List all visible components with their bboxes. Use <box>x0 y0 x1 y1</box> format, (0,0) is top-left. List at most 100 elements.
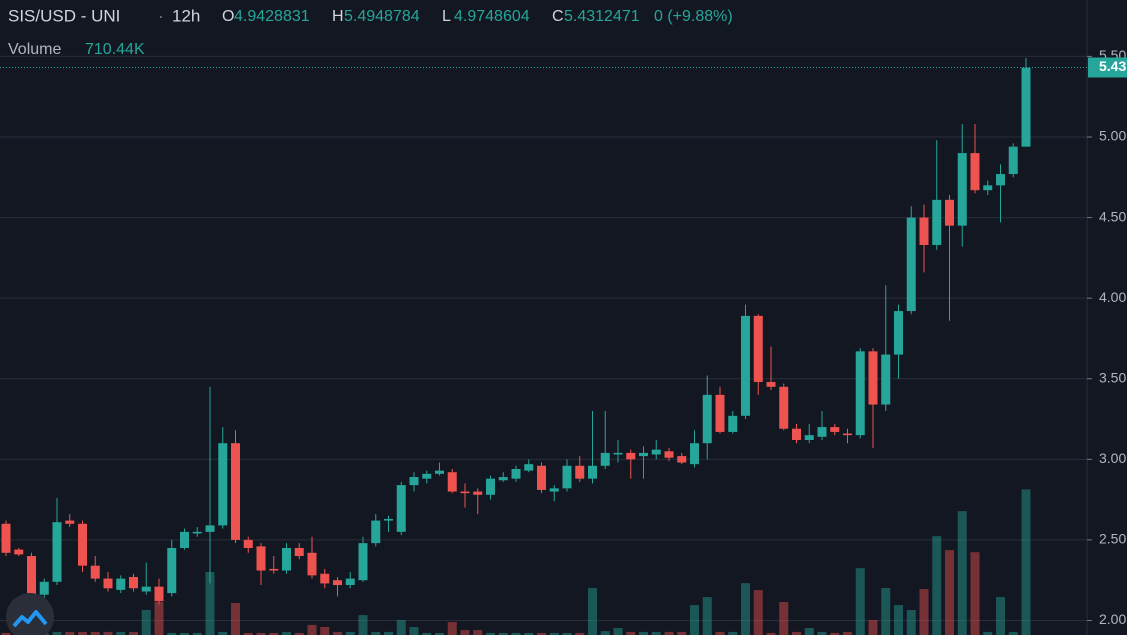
candle-body <box>1021 67 1031 147</box>
volume-bar <box>804 628 814 635</box>
candle-body <box>218 443 228 526</box>
candle-body <box>639 452 648 457</box>
volume-bar <box>1021 489 1031 635</box>
volume-bar <box>996 597 1005 635</box>
candle-body <box>154 586 164 602</box>
candle-body <box>741 315 750 416</box>
ohlc-key: H <box>332 8 344 25</box>
volume-bar <box>728 631 738 635</box>
candle-body <box>983 185 993 191</box>
candle-body <box>486 478 495 495</box>
volume-bar <box>639 631 648 635</box>
last-price-label: 5.4312471 <box>1099 58 1127 74</box>
candle-body <box>919 217 929 245</box>
volume-bar <box>919 589 929 635</box>
volume-bar <box>932 536 942 635</box>
candle-body <box>473 491 483 495</box>
candle-body <box>906 217 916 312</box>
volume-bar <box>843 631 852 635</box>
logo[interactable] <box>6 593 54 635</box>
candle-body <box>817 427 827 437</box>
candle-body <box>78 523 87 566</box>
price-axis: 2.002.503.003.504.004.505.005.505.431247… <box>0 47 1127 627</box>
volume-bar <box>103 631 113 635</box>
volume-bar <box>970 552 980 635</box>
candle-body <box>129 576 138 589</box>
candle-body <box>562 465 572 489</box>
volume-bar <box>677 631 687 635</box>
candle-body <box>600 452 610 466</box>
candle-body <box>868 351 878 405</box>
volume-bar <box>498 632 508 635</box>
logo-icon[interactable] <box>12 610 48 628</box>
ohlc-key: L <box>442 8 451 25</box>
y-tick-label: 2.00 <box>1099 611 1126 627</box>
candle-body <box>792 428 801 440</box>
volume-bar <box>690 605 699 635</box>
candle-body <box>830 427 840 432</box>
volume-bar <box>486 632 495 635</box>
candle-body <box>996 174 1005 186</box>
volume-bar <box>817 631 827 635</box>
volume-bar <box>906 609 916 635</box>
volume-bar <box>460 630 470 635</box>
volume-bar <box>868 620 878 635</box>
candle-body <box>345 578 355 586</box>
candles <box>1 58 1031 605</box>
ohlc-key: O <box>222 8 234 25</box>
volume-bar <box>345 631 355 635</box>
volume-bar <box>792 631 801 635</box>
candle-body <box>588 465 597 479</box>
candle-body <box>549 488 559 492</box>
candle-body <box>460 491 470 494</box>
volume-bar <box>894 605 903 635</box>
volume-bar <box>90 631 100 635</box>
candle-body <box>715 394 725 432</box>
volume-bar <box>537 632 546 635</box>
volume-bar <box>141 609 151 635</box>
candle-body <box>371 520 381 544</box>
volume-value: 710.44K <box>85 41 145 58</box>
volume-label: Volume <box>8 41 61 58</box>
candle-body <box>690 443 699 465</box>
volume-bar <box>715 631 725 635</box>
candle-body <box>422 473 432 479</box>
y-tick-label: 3.00 <box>1099 450 1126 466</box>
separator: · <box>158 6 164 25</box>
volume-bar <box>307 624 317 635</box>
candle-body <box>626 452 636 460</box>
candle-body <box>307 552 317 576</box>
candle-body <box>881 354 891 405</box>
volume-bar <box>626 631 636 635</box>
candle-body <box>1008 146 1018 175</box>
volume-bar <box>957 511 967 635</box>
candle-body <box>677 456 687 463</box>
ohlc-value: 4.9428831 <box>234 8 310 25</box>
candle-body <box>409 477 419 486</box>
volume-bar <box>613 628 623 635</box>
candle-body <box>945 199 954 226</box>
y-tick-label: 3.50 <box>1099 369 1126 385</box>
volume-bar <box>575 632 585 635</box>
last-price-box <box>1088 57 1127 78</box>
volume-bar <box>447 622 457 635</box>
volume-bar <box>116 631 126 635</box>
ohlc-value: 5.4312471 <box>564 8 640 25</box>
candle-body <box>256 546 266 571</box>
volume-bar <box>333 631 342 635</box>
volume-bar <box>830 632 840 635</box>
candle-body <box>294 547 304 557</box>
ohlc-key: C <box>552 8 564 25</box>
candle-body <box>435 470 444 474</box>
candle-body <box>333 580 342 586</box>
volume-bar <box>855 568 865 635</box>
volume-bar <box>358 615 368 635</box>
candle-body <box>14 549 24 555</box>
candle-body <box>103 578 113 589</box>
candle-body <box>766 381 776 387</box>
volume-bar <box>664 631 674 635</box>
candle-body <box>167 547 177 594</box>
volume-bar <box>651 631 661 635</box>
candle-body <box>282 547 291 571</box>
